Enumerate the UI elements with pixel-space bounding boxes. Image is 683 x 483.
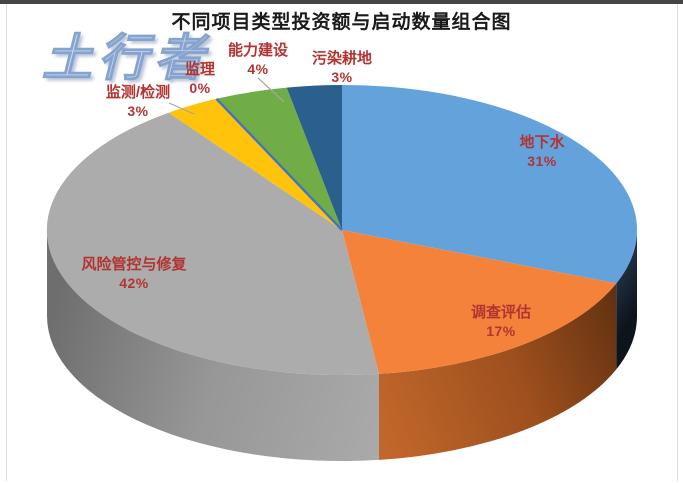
- pie-slice-groundwater: [342, 85, 638, 284]
- label-survey-assessment-pct: 17%: [486, 323, 516, 339]
- leader-line-capacity-building: [257, 77, 285, 103]
- page-border-right: [677, 4, 678, 481]
- label-supervision-name: 监理: [184, 61, 216, 78]
- page-top-edge: [0, 0, 683, 4]
- pie-slice-capacity-building: [216, 87, 342, 230]
- chart-title: 不同项目类型投资额与启动数量组合图: [171, 12, 512, 33]
- label-groundwater-pct: 31%: [527, 153, 557, 169]
- label-risk-remediation-name: 风险管控与修复: [81, 256, 187, 273]
- pie-slice-risk-remediation: [46, 112, 379, 376]
- label-capacity-building: 能力建设 4%: [228, 42, 288, 78]
- pie-slice-monitoring-testing: [168, 98, 342, 230]
- label-contaminated-farmland: 污染耕地 3%: [312, 50, 372, 86]
- label-risk-remediation-pct: 42%: [119, 275, 149, 291]
- label-monitoring-testing: 监测/检测 3%: [106, 84, 170, 120]
- pie-wall-survey-assessment: [379, 283, 617, 460]
- pie-wall-groundwater: [616, 230, 637, 370]
- label-contaminated-farmland-pct: 3%: [331, 69, 353, 85]
- watermark-text: 土行者: [41, 29, 210, 86]
- label-capacity-building-name: 能力建设: [227, 42, 289, 59]
- page-border-left: [6, 4, 7, 481]
- label-supervision: 监理 0%: [185, 61, 215, 97]
- label-survey-assessment: 调查评估 17%: [471, 304, 531, 340]
- label-monitoring-testing-pct: 3%: [127, 103, 149, 119]
- label-groundwater: 地下水 31%: [519, 134, 564, 170]
- pie-slice-supervision: [215, 97, 343, 231]
- pie-slice-survey-assessment: [342, 230, 617, 374]
- pie-slice-contaminated-farmland: [286, 85, 342, 230]
- label-risk-remediation: 风险管控与修复 42%: [81, 256, 186, 292]
- label-monitoring-testing-name: 监测/检测: [105, 84, 171, 101]
- label-survey-assessment-name: 调查评估: [470, 304, 532, 321]
- label-supervision-pct: 0%: [189, 80, 211, 96]
- pie-wall-risk-remediation: [46, 230, 380, 462]
- label-capacity-building-pct: 4%: [247, 61, 269, 77]
- label-contaminated-farmland-name: 污染耕地: [311, 50, 373, 67]
- label-groundwater-name: 地下水: [519, 134, 565, 151]
- leader-line-monitoring-testing: [168, 102, 195, 115]
